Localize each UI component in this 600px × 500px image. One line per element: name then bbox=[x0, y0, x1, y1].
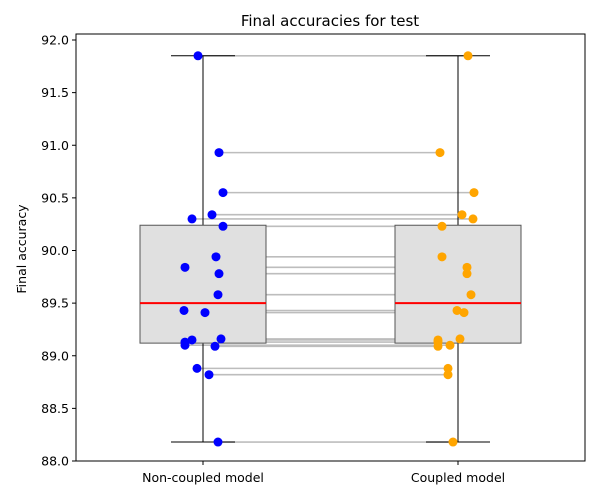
point-non-coupled bbox=[218, 221, 228, 231]
y-axis-label: Final accuracy bbox=[14, 204, 29, 294]
x-axis: Non-coupled model Coupled model bbox=[142, 461, 505, 485]
point-non-coupled bbox=[180, 262, 190, 272]
point-coupled bbox=[437, 252, 447, 262]
point-coupled bbox=[455, 334, 465, 344]
point-non-coupled bbox=[193, 51, 203, 61]
box-coupled bbox=[394, 224, 522, 344]
point-coupled bbox=[457, 210, 467, 220]
point-coupled bbox=[433, 341, 443, 351]
boxes bbox=[139, 55, 522, 443]
point-coupled bbox=[466, 290, 476, 300]
point-non-coupled bbox=[192, 363, 202, 373]
point-non-coupled bbox=[211, 252, 221, 262]
point-coupled bbox=[463, 51, 473, 61]
point-coupled bbox=[448, 437, 458, 447]
y-tick-label: 89.5 bbox=[41, 296, 69, 311]
y-tick-label: 91.0 bbox=[41, 138, 69, 153]
y-tick-label: 91.5 bbox=[41, 85, 69, 100]
point-non-coupled bbox=[187, 335, 197, 345]
point-coupled bbox=[443, 363, 453, 373]
point-non-coupled bbox=[200, 308, 210, 318]
y-tick-label: 90.0 bbox=[41, 243, 69, 258]
plot-frame bbox=[75, 33, 586, 462]
point-coupled bbox=[462, 269, 472, 279]
point-non-coupled bbox=[210, 341, 220, 351]
y-tick-label: 92.0 bbox=[41, 33, 69, 48]
point-coupled bbox=[468, 214, 478, 224]
point-non-coupled bbox=[213, 437, 223, 447]
chart-title: Final accuracies for test bbox=[241, 12, 419, 30]
point-non-coupled bbox=[204, 370, 214, 380]
point-non-coupled bbox=[213, 290, 223, 300]
point-coupled bbox=[443, 370, 453, 380]
y-tick-label: 88.5 bbox=[41, 401, 69, 416]
point-coupled bbox=[462, 262, 472, 272]
points bbox=[140, 51, 521, 447]
y-tick-label: 88.0 bbox=[41, 454, 69, 469]
y-axis: 88.0 88.5 89.0 89.5 90.0 90.5 91.0 91.5 92.0 bbox=[41, 33, 76, 469]
point-coupled bbox=[445, 340, 455, 350]
point-coupled bbox=[435, 148, 445, 158]
point-non-coupled bbox=[187, 214, 197, 224]
point-coupled bbox=[469, 188, 479, 198]
box-non-coupled bbox=[139, 224, 267, 344]
point-non-coupled bbox=[180, 340, 190, 350]
point-coupled bbox=[452, 305, 462, 315]
point-non-coupled bbox=[207, 210, 217, 220]
point-coupled bbox=[459, 308, 469, 318]
point-non-coupled bbox=[179, 305, 189, 315]
point-coupled bbox=[437, 221, 447, 231]
x-tick-label: Coupled model bbox=[411, 470, 505, 485]
point-non-coupled bbox=[214, 269, 224, 279]
point-non-coupled bbox=[218, 188, 228, 198]
y-tick-label: 90.5 bbox=[41, 190, 69, 205]
point-non-coupled bbox=[214, 148, 224, 158]
x-tick-label: Non-coupled model bbox=[142, 470, 264, 485]
y-tick-label: 89.0 bbox=[41, 348, 69, 363]
point-non-coupled bbox=[216, 334, 226, 344]
